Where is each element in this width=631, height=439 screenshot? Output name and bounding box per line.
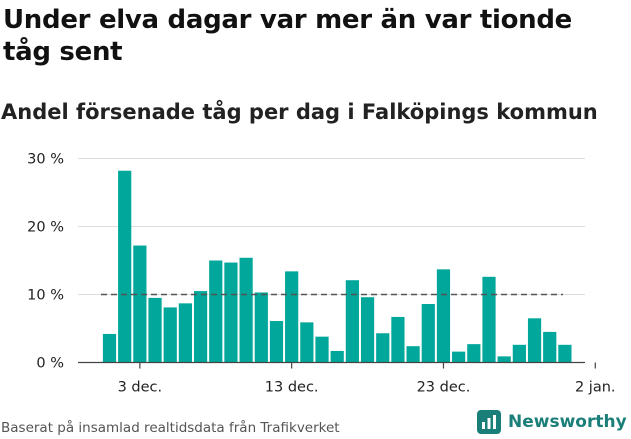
- bar: [360, 297, 375, 363]
- axes: 0 % 10 % 20 % 30 % 3 dec. 13 dec. 23 dec. 2 jan…: [27, 152, 615, 396]
- source-note: Baserat på insamlad realtidsdata från Tr…: [1, 420, 340, 436]
- bar: [254, 292, 268, 363]
- bar: [239, 257, 253, 363]
- bars: [102, 170, 572, 363]
- x-tick-label: 2 jan.: [575, 380, 616, 396]
- bar: [224, 262, 238, 363]
- bar: [391, 316, 405, 363]
- chart-title: Under elva dagar var mer än var tionde t…: [3, 5, 573, 67]
- bar: [436, 269, 451, 363]
- x-tick-label: 23 dec.: [417, 380, 471, 396]
- bar: [558, 344, 572, 363]
- bar: [209, 260, 223, 363]
- grid-lines: [78, 158, 585, 295]
- bar: [330, 350, 344, 363]
- bar: [118, 170, 132, 363]
- bar: [269, 321, 284, 363]
- logo-text: Newsworthy: [508, 412, 627, 432]
- bar: [133, 245, 147, 363]
- bar: [527, 318, 542, 363]
- bar: [482, 276, 496, 363]
- bar: [421, 304, 435, 363]
- bar: [376, 333, 390, 363]
- bar: [148, 297, 162, 363]
- x-tick-label: 13 dec.: [265, 380, 319, 396]
- chart-subtitle: Andel försenade tåg per dag i Falköpings…: [1, 100, 598, 124]
- bar: [285, 271, 299, 363]
- x-tick-label: 3 dec.: [118, 380, 163, 396]
- bar: [163, 307, 177, 363]
- bar: [315, 336, 329, 363]
- bar: [512, 344, 526, 363]
- bar-chart: 0 % 10 % 20 % 30 % 3 dec. 13 dec. 23 dec. 2 jan…: [27, 152, 615, 396]
- newsworthy-logo-icon: [477, 410, 501, 434]
- bar: [300, 322, 314, 363]
- y-tick-label: 0 %: [36, 356, 64, 372]
- bar: [193, 291, 208, 363]
- y-tick-label: 30 %: [27, 152, 64, 168]
- bar: [543, 331, 557, 363]
- y-tick-label: 10 %: [27, 288, 64, 304]
- bar: [452, 351, 466, 363]
- y-tick-label: 20 %: [27, 220, 64, 236]
- bar: [102, 333, 117, 363]
- bar: [497, 356, 511, 363]
- bar: [467, 344, 481, 363]
- bar: [345, 280, 359, 363]
- bar: [178, 303, 192, 363]
- bar: [406, 346, 420, 363]
- newsworthy-logo[interactable]: Newsworthy: [476, 409, 627, 435]
